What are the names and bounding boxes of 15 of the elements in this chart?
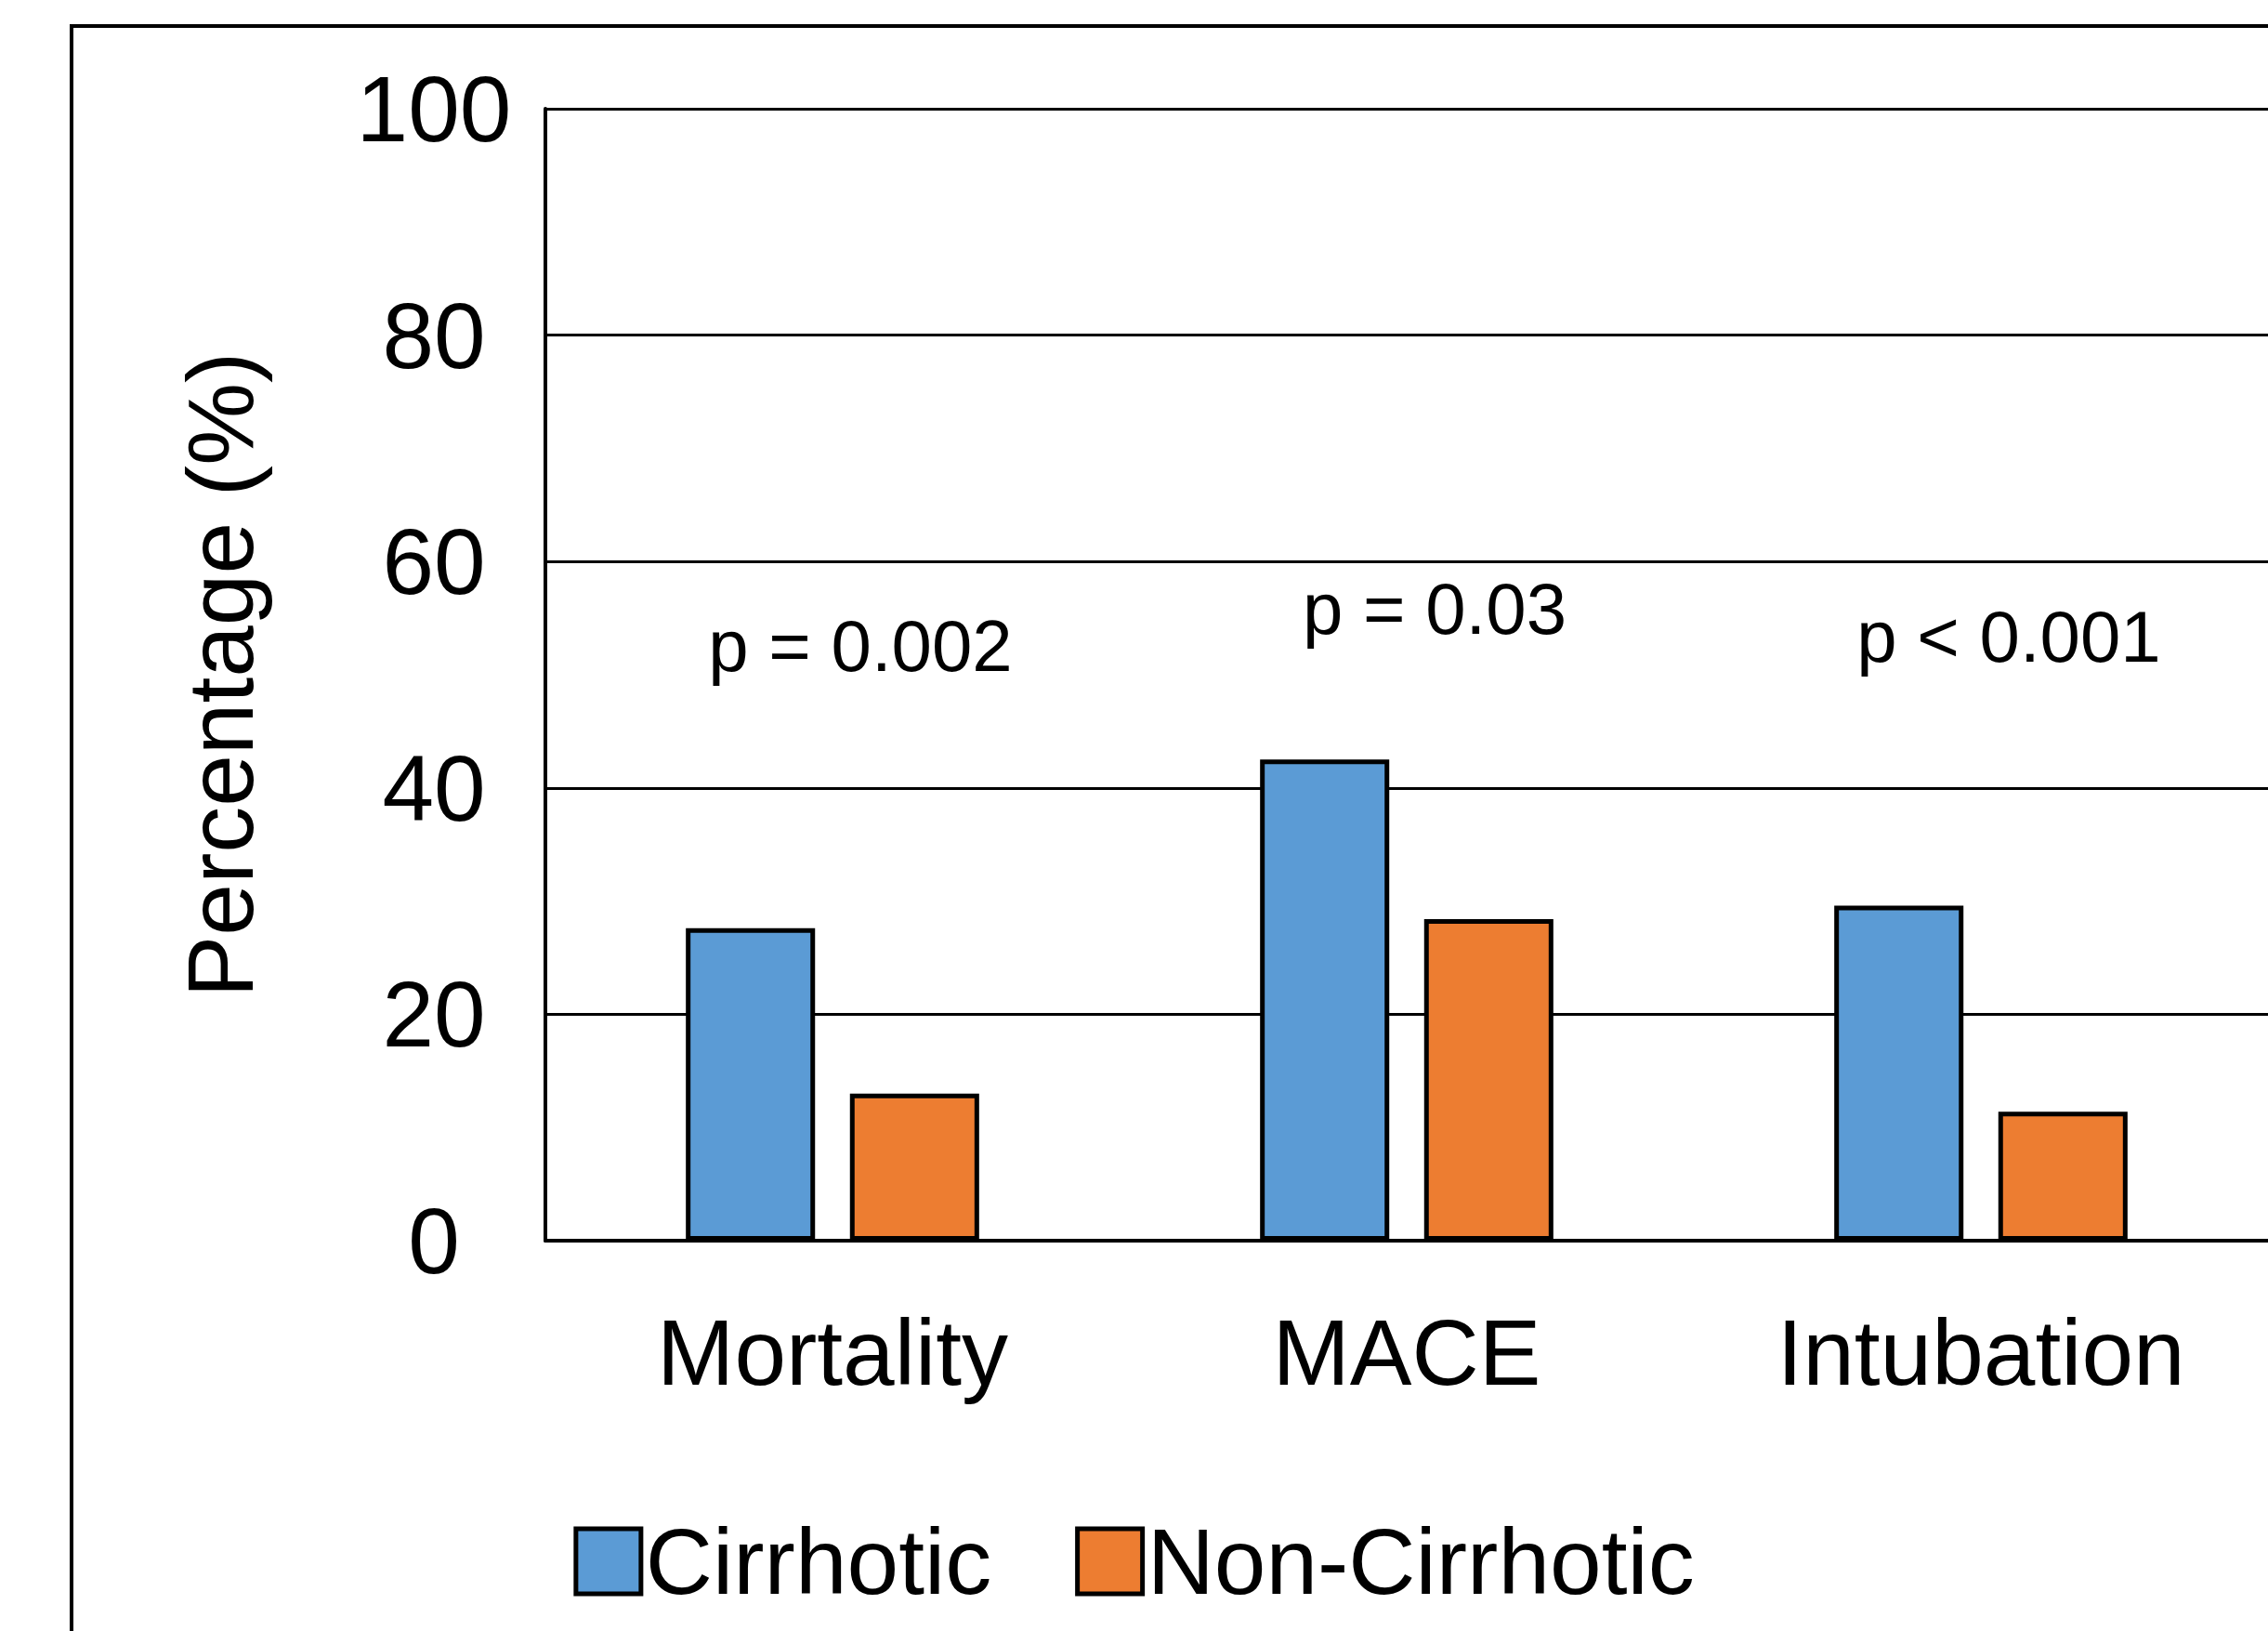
annotation: p = 0.03: [1302, 568, 1567, 650]
y-tick-label: 100: [356, 57, 512, 161]
y-tick-label: 40: [382, 735, 486, 840]
legend-label: Cirrhotic: [645, 1509, 992, 1613]
y-tick-label: 20: [382, 962, 486, 1067]
annotation: p < 0.001: [1856, 596, 2161, 677]
y-tick-label: 60: [382, 509, 486, 614]
legend-label: Non-Cirrhotic: [1147, 1509, 1695, 1613]
y-tick-label: 0: [408, 1189, 460, 1293]
x-tick-label: Mortality: [657, 1300, 1008, 1404]
annotation: p = 0.002: [708, 605, 1013, 687]
y-tick-label: 80: [382, 283, 486, 388]
x-tick-label: Intubation: [1776, 1300, 2185, 1404]
y-axis-title: Percentage (%): [168, 351, 272, 998]
x-tick-label: MACE: [1272, 1300, 1541, 1404]
